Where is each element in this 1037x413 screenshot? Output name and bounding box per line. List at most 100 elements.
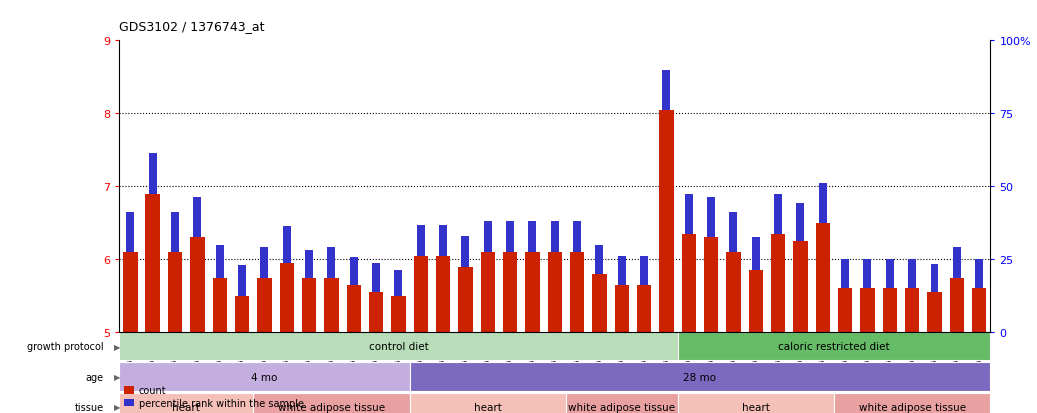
Bar (506, 222, 514, 252)
Text: ▶: ▶ (114, 402, 120, 411)
Text: 28 mo: 28 mo (683, 372, 717, 382)
Bar (257, 278, 272, 332)
Bar (704, 238, 719, 332)
Bar (882, 289, 897, 332)
Bar (148, 154, 157, 194)
Bar (775, 194, 782, 234)
Bar (480, 252, 495, 332)
Text: growth protocol: growth protocol (27, 342, 104, 351)
Bar (864, 260, 871, 289)
Bar (681, 234, 696, 332)
Bar (484, 222, 492, 252)
Text: white adipose tissue: white adipose tissue (859, 402, 965, 412)
Bar (168, 252, 183, 332)
Bar (796, 204, 805, 242)
Bar (927, 292, 942, 332)
Bar (573, 222, 581, 252)
Bar (640, 256, 648, 285)
Bar (410, 363, 990, 391)
Text: ▶: ▶ (114, 372, 120, 381)
Bar (328, 247, 335, 278)
Bar (815, 223, 830, 332)
Bar (305, 250, 313, 278)
Bar (234, 296, 249, 332)
Bar (529, 222, 536, 252)
Bar (417, 225, 425, 256)
Bar (726, 252, 740, 332)
Bar (260, 247, 269, 278)
Bar (503, 252, 517, 332)
Bar (975, 260, 983, 289)
Bar (570, 252, 585, 332)
Bar (615, 285, 629, 332)
Bar (950, 278, 964, 332)
Bar (394, 270, 402, 296)
Bar (253, 393, 410, 413)
Bar (660, 110, 674, 332)
Bar (369, 292, 384, 332)
Bar (861, 289, 875, 332)
Text: caloric restricted diet: caloric restricted diet (778, 342, 890, 351)
Bar (283, 227, 290, 263)
Bar (127, 212, 135, 252)
Bar (770, 234, 785, 332)
Bar (930, 265, 938, 292)
Bar (684, 194, 693, 234)
Bar (953, 247, 961, 278)
Bar (119, 393, 253, 413)
Bar (819, 183, 826, 223)
Bar (123, 252, 138, 332)
Text: 4 mo: 4 mo (251, 372, 278, 382)
Bar (171, 212, 179, 252)
Text: GDS3102 / 1376743_at: GDS3102 / 1376743_at (119, 20, 264, 33)
Bar (749, 271, 763, 332)
Bar (566, 393, 677, 413)
Bar (280, 263, 295, 332)
Bar (677, 332, 990, 361)
Text: control diet: control diet (368, 342, 428, 351)
Text: ▶: ▶ (114, 342, 120, 351)
Bar (119, 363, 410, 391)
Bar (436, 256, 450, 332)
Bar (410, 393, 566, 413)
Text: heart: heart (741, 402, 769, 412)
Bar (551, 222, 559, 252)
Bar (119, 332, 677, 361)
Bar (346, 285, 361, 332)
Bar (838, 289, 852, 332)
Bar (752, 238, 760, 271)
Bar (908, 260, 916, 289)
Bar (439, 225, 447, 256)
Text: heart: heart (172, 402, 200, 412)
Bar (145, 194, 160, 332)
Bar (677, 393, 834, 413)
Bar (525, 252, 539, 332)
Bar (216, 245, 224, 278)
Text: age: age (86, 372, 104, 382)
Bar (592, 274, 607, 332)
Bar (325, 278, 339, 332)
Bar (972, 289, 986, 332)
Bar (841, 260, 849, 289)
Bar (349, 257, 358, 285)
Text: white adipose tissue: white adipose tissue (568, 402, 675, 412)
Bar (618, 256, 625, 285)
Bar (391, 296, 405, 332)
Bar (372, 263, 381, 292)
Bar (458, 267, 473, 332)
Bar (595, 245, 604, 274)
Bar (239, 266, 246, 296)
Bar (414, 256, 428, 332)
Bar (302, 278, 316, 332)
Bar (793, 242, 808, 332)
Bar (707, 198, 716, 238)
Bar (213, 278, 227, 332)
Bar (663, 70, 671, 110)
Bar (190, 238, 204, 332)
Bar (729, 212, 737, 252)
Text: heart: heart (474, 402, 502, 412)
Bar (886, 260, 894, 289)
Text: tissue: tissue (75, 402, 104, 412)
Bar (194, 198, 201, 238)
Bar (461, 236, 470, 267)
